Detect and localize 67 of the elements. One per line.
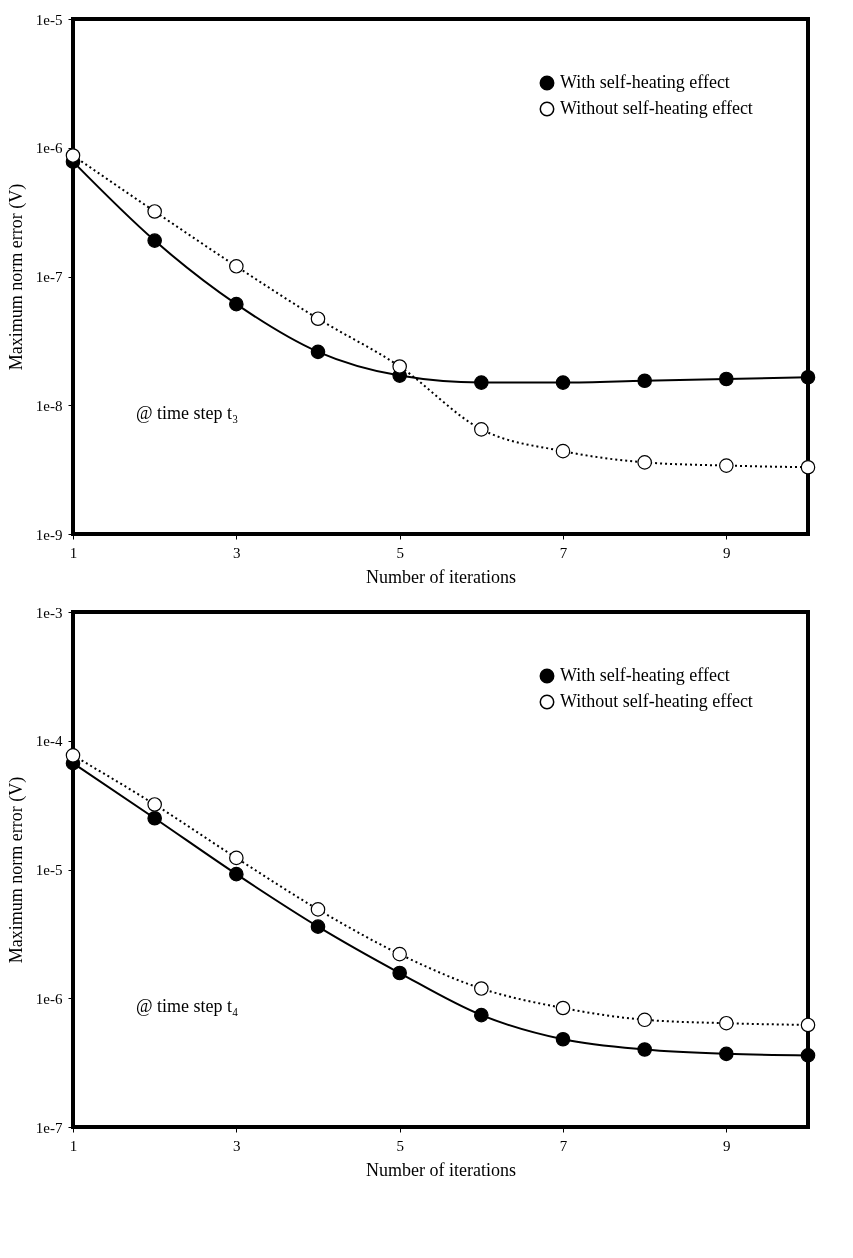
point (555, 1000, 571, 1016)
point (310, 919, 326, 934)
point (555, 443, 571, 459)
point (474, 375, 489, 390)
point (229, 866, 244, 882)
point (392, 359, 407, 374)
point (65, 148, 81, 163)
point (147, 797, 162, 812)
y-tick-label: 1e-9 (35, 526, 63, 543)
y-tick-label: 1e-7 (35, 269, 63, 285)
point (474, 1007, 489, 1023)
y-tick-label: 1e-6 (35, 140, 63, 157)
point (392, 946, 407, 962)
point (229, 850, 244, 866)
x-tick-label: 5 (396, 544, 404, 561)
x-tick-label: 3 (233, 1137, 241, 1154)
x-tick-label: 9 (723, 544, 731, 561)
annotation: @ time step t₄ (136, 996, 239, 1016)
point (555, 1032, 571, 1047)
x-tick-label: 1 (69, 1137, 78, 1154)
y-tick-label: 1e-3 (35, 604, 63, 621)
point (800, 1048, 816, 1063)
point (229, 296, 244, 312)
point (800, 369, 816, 385)
point (147, 810, 162, 826)
point (719, 371, 734, 387)
point (637, 1012, 652, 1028)
point (65, 748, 81, 763)
y-tick-label: 1e-5 (35, 862, 63, 878)
x-axis-title: Number of iterations (366, 1159, 516, 1180)
x-tick-label: 1 (69, 544, 78, 561)
point (637, 373, 652, 389)
y-tick-label: 1e-5 (35, 11, 63, 28)
point (229, 259, 244, 274)
point (719, 458, 734, 473)
point (474, 981, 489, 996)
y-axis-title: Maximum norm error (V) (5, 183, 27, 371)
legend-label: Without self-heating effect (560, 691, 753, 711)
point (147, 233, 162, 248)
point (800, 459, 816, 475)
x-axis-title: Number of iterations (366, 566, 516, 587)
x-tick-label: 7 (559, 1137, 568, 1154)
point (719, 1046, 734, 1062)
point (637, 1042, 652, 1057)
y-tick-label: 1e-6 (35, 990, 63, 1007)
x-tick-label: 5 (396, 1137, 404, 1154)
point (310, 311, 326, 327)
point (147, 204, 162, 219)
x-tick-label: 9 (723, 1137, 731, 1154)
point (310, 902, 326, 917)
legend-label: Without self-heating effect (560, 98, 753, 118)
point (637, 455, 652, 470)
y-axis-title: Maximum norm error (V) (5, 776, 27, 964)
point (474, 422, 489, 437)
y-tick-label: 1e-7 (35, 1119, 63, 1136)
legend-label: With self-heating effect (560, 665, 730, 685)
point (719, 1015, 734, 1031)
y-tick-label: 1e-4 (35, 733, 63, 750)
x-tick-label: 3 (233, 544, 241, 561)
annotation: @ time step t₃ (136, 403, 239, 423)
x-tick-label: 7 (559, 544, 568, 561)
point (392, 965, 407, 981)
y-tick-label: 1e-8 (35, 397, 63, 414)
point (555, 375, 571, 390)
legend-label: With self-heating effect (560, 72, 730, 92)
point (310, 344, 326, 360)
point (800, 1017, 816, 1033)
